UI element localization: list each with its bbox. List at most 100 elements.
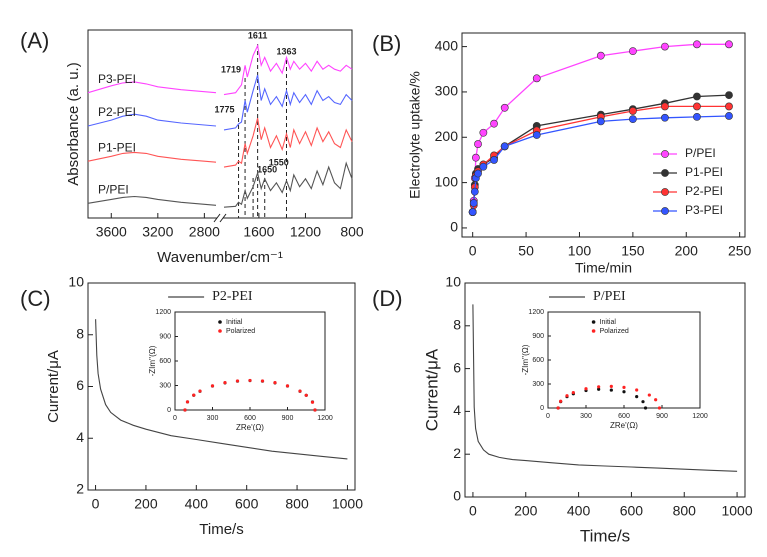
data-point [192, 393, 196, 397]
legend-label: P3-PEI [685, 203, 723, 217]
x-axis-label: ZRe'(Ω) [610, 421, 638, 430]
legend-marker [661, 169, 669, 177]
legend-marker [218, 320, 222, 324]
x-tick-label: 1200 [290, 223, 321, 239]
data-point [235, 379, 240, 383]
data-point [725, 40, 733, 49]
x-tick-label: 0 [173, 415, 177, 422]
legend-marker [661, 150, 669, 158]
data-point [693, 92, 701, 101]
data-point [635, 395, 639, 399]
x-tick-label: 300 [207, 415, 219, 422]
x-tick-label: 50 [518, 242, 534, 258]
y-tick-label: 200 [435, 128, 459, 144]
x-tick-label: 0 [469, 242, 477, 258]
y-tick-label: 8 [76, 325, 84, 341]
legend-label: Polarized [600, 328, 629, 335]
y-tick-label: 0 [167, 407, 171, 414]
y-tick-label: 2 [453, 445, 461, 461]
y-axis-label: Electrolyte uptake/% [407, 71, 423, 199]
x-tick-label: 400 [567, 502, 591, 518]
data-point [285, 384, 290, 388]
annotation-label: 1775 [215, 104, 235, 114]
data-point [657, 406, 662, 410]
series-line [87, 117, 353, 168]
y-axis-label: -ZIm''(Ω) [148, 345, 157, 376]
series-label: P3-PEI [98, 72, 136, 86]
x-tick-label: 0 [546, 413, 550, 420]
data-point [185, 400, 190, 404]
axis-break-mark [219, 213, 227, 223]
y-tick-label: 0 [450, 219, 458, 235]
data-point [628, 115, 637, 124]
data-point [641, 400, 645, 404]
x-tick-label: 800 [340, 223, 364, 239]
y-tick-label: 8 [453, 317, 461, 333]
data-point [597, 385, 601, 389]
x-axis-label: Wavenumber/cm⁻¹ [157, 249, 283, 266]
data-point [479, 128, 488, 137]
annotation-label: 1719 [221, 64, 241, 74]
data-point [643, 406, 648, 410]
data-point [622, 385, 626, 389]
y-axis-label: Current/μA [422, 348, 441, 431]
legend-marker [661, 207, 669, 215]
data-point [304, 393, 308, 397]
y-tick-label: 1200 [528, 309, 544, 316]
data-point [596, 117, 605, 126]
data-point [298, 389, 302, 393]
y-tick-label: 600 [159, 358, 171, 365]
series-line [95, 319, 348, 460]
y-tick-label: 300 [159, 382, 171, 389]
y-tick-label: 900 [532, 333, 544, 340]
y-tick-label: 10 [68, 274, 84, 290]
x-tick-label: 300 [580, 413, 592, 420]
y-tick-label: 100 [435, 173, 459, 189]
data-point [647, 393, 651, 397]
data-point [500, 142, 509, 151]
data-point [260, 379, 265, 383]
annotation-label: 1363 [276, 46, 296, 56]
data-point [725, 112, 733, 120]
legend-marker [218, 329, 222, 333]
y-tick-label: 1200 [155, 309, 171, 316]
data-point [490, 156, 498, 164]
data-point [725, 102, 733, 111]
x-tick-label: 200 [675, 242, 699, 258]
data-point [609, 384, 613, 388]
data-point [571, 390, 575, 395]
y-tick-label: 0 [453, 488, 461, 504]
data-point [556, 406, 560, 410]
legend-marker [591, 320, 596, 324]
series-line [87, 161, 353, 208]
data-point [313, 408, 317, 412]
series-label: P2-PEI [98, 105, 136, 119]
legend-marker [591, 329, 596, 333]
data-point [479, 162, 488, 171]
data-point [622, 390, 626, 394]
legend-label: Polarized [226, 328, 255, 335]
data-point [559, 399, 563, 403]
panel-label: (D) [372, 286, 403, 311]
x-tick-label: 1000 [721, 502, 752, 518]
data-point [469, 199, 478, 207]
data-point [597, 387, 601, 391]
x-tick-label: 200 [134, 495, 158, 511]
x-tick-label: 1600 [243, 223, 274, 239]
data-point [470, 187, 479, 196]
x-tick-label: 900 [656, 413, 668, 420]
legend-marker [661, 188, 669, 196]
data-point [628, 47, 637, 56]
y-tick-label: 0 [540, 405, 544, 412]
legend-label: P1-PEI [685, 165, 723, 179]
plot-frame [87, 29, 353, 219]
x-tick-label: 250 [728, 242, 752, 258]
legend-label: Initial [226, 319, 243, 326]
data-point [500, 103, 509, 112]
data-point [532, 74, 541, 83]
x-tick-label: 600 [235, 495, 259, 511]
panel-label: (B) [372, 31, 401, 56]
panel-label: (A) [20, 28, 49, 53]
annotation-label: 1550 [269, 157, 289, 167]
